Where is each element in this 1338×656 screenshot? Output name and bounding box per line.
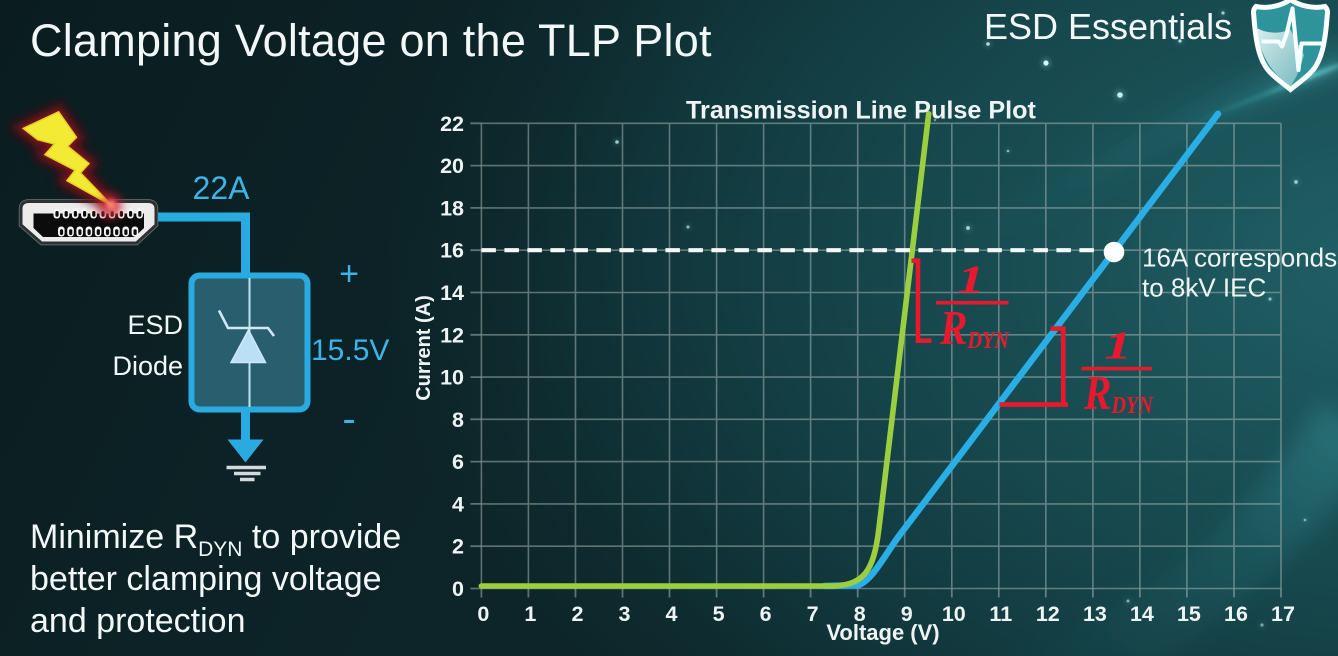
svg-text:10: 10: [942, 602, 966, 626]
svg-text:1: 1: [524, 602, 536, 626]
svg-text:Current (A): Current (A): [413, 295, 435, 401]
svg-text:2: 2: [452, 535, 464, 559]
svg-text:0: 0: [477, 602, 489, 626]
svg-text:4: 4: [666, 602, 678, 626]
svg-text:18: 18: [440, 196, 464, 220]
svg-text:4: 4: [452, 492, 464, 516]
svg-text:2: 2: [572, 602, 584, 626]
svg-text:12: 12: [1036, 602, 1060, 626]
svg-text:9: 9: [901, 602, 913, 626]
svg-text:-: -: [342, 397, 355, 441]
svg-text:8: 8: [452, 408, 464, 432]
svg-text:Minimize RDYN to provide: Minimize RDYN to provide: [30, 518, 401, 561]
svg-text:15.5V: 15.5V: [311, 334, 389, 367]
svg-text:to 8kV IEC: to 8kV IEC: [1142, 273, 1266, 303]
svg-text:7: 7: [807, 602, 819, 626]
svg-text:14: 14: [1130, 602, 1154, 626]
svg-text:and protection: and protection: [30, 602, 246, 640]
svg-text:RDYN: RDYN: [1083, 366, 1154, 420]
svg-text:1: 1: [957, 258, 985, 301]
svg-text:Diode: Diode: [112, 351, 183, 381]
svg-text:3: 3: [619, 602, 631, 626]
svg-text:10: 10: [440, 366, 464, 390]
svg-text:ESD: ESD: [127, 310, 183, 340]
svg-text:11: 11: [989, 602, 1012, 626]
svg-text:8: 8: [854, 602, 866, 626]
svg-text:+: +: [339, 255, 359, 293]
svg-text:Clamping Voltage on the TLP Pl: Clamping Voltage on the TLP Plot: [30, 15, 712, 66]
svg-text:13: 13: [1083, 602, 1107, 626]
svg-text:14: 14: [440, 281, 464, 305]
svg-text:1: 1: [1104, 324, 1132, 367]
svg-text:17: 17: [1271, 602, 1295, 626]
svg-text:6: 6: [452, 450, 464, 474]
svg-text:16A corresponds: 16A corresponds: [1142, 243, 1337, 273]
svg-text:15: 15: [1177, 602, 1201, 626]
svg-text:ESD Essentials: ESD Essentials: [984, 6, 1232, 47]
svg-text:better clamping voltage: better clamping voltage: [30, 560, 382, 598]
svg-text:0: 0: [452, 577, 464, 601]
svg-text:16: 16: [440, 239, 464, 263]
svg-text:12: 12: [440, 323, 464, 347]
svg-text:22A: 22A: [193, 170, 251, 206]
svg-text:Voltage (V): Voltage (V): [826, 620, 939, 645]
svg-text:22: 22: [440, 112, 464, 136]
svg-text:5: 5: [713, 602, 725, 626]
svg-text:6: 6: [760, 602, 772, 626]
svg-text:20: 20: [440, 154, 464, 178]
svg-text:16: 16: [1224, 602, 1248, 626]
svg-text:Transmission Line Pulse Plot: Transmission Line Pulse Plot: [686, 96, 1037, 124]
